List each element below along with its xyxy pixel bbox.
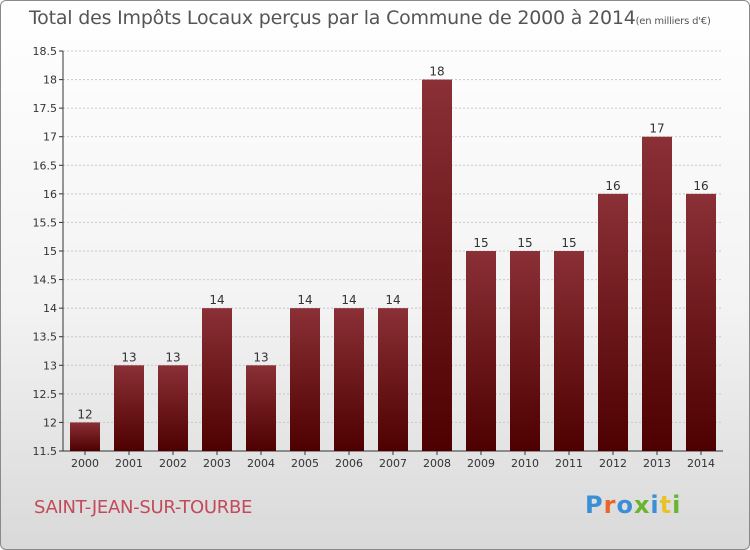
- x-tick-label-2006: 2006: [335, 457, 363, 470]
- y-tick-label: 17.5: [33, 102, 58, 115]
- x-tick-label-2002: 2002: [159, 457, 187, 470]
- y-tick-label: 18: [43, 74, 57, 87]
- x-tick-label-2007: 2007: [379, 457, 407, 470]
- data-label-2002: 13: [165, 350, 180, 364]
- y-tick-label: 12.5: [33, 388, 58, 401]
- x-tick-label-2003: 2003: [203, 457, 231, 470]
- x-tick-label-2009: 2009: [467, 457, 495, 470]
- x-tick-label-2014: 2014: [687, 457, 715, 470]
- bar-2007: [378, 308, 408, 451]
- x-tick-label-2001: 2001: [115, 457, 143, 470]
- data-label-2006: 14: [341, 293, 356, 307]
- data-label-2008: 18: [429, 65, 444, 79]
- logo-letter: x: [633, 491, 651, 519]
- proxiti-logo: Proxiti: [585, 491, 681, 519]
- x-tick-label-2004: 2004: [247, 457, 275, 470]
- y-tick-label: 16.5: [33, 159, 58, 172]
- bar-2014: [686, 193, 716, 451]
- bar-2006: [334, 308, 364, 451]
- x-tick-label-2000: 2000: [71, 457, 99, 470]
- y-tick-label: 14.5: [33, 274, 58, 287]
- x-tick-label-2011: 2011: [555, 457, 583, 470]
- y-tick-label: 17: [43, 131, 57, 144]
- bar-2010: [510, 251, 540, 451]
- data-label-2005: 14: [297, 293, 312, 307]
- y-tick-label: 15.5: [33, 216, 58, 229]
- y-tick-label: 13: [43, 359, 57, 372]
- data-label-2013: 17: [649, 122, 664, 136]
- y-tick-label: 16: [43, 188, 57, 201]
- y-tick-label: 12: [43, 416, 57, 429]
- logo-letter: P: [585, 491, 604, 519]
- data-label-2007: 14: [385, 293, 400, 307]
- chart-title: Total des Impôts Locaux perçus par la Co…: [29, 7, 711, 29]
- logo-letter: i: [672, 491, 682, 519]
- logo-letter: r: [603, 491, 617, 519]
- logo-letter: o: [616, 491, 634, 519]
- commune-name: SAINT-JEAN-SUR-TOURBE: [34, 497, 253, 518]
- data-label-2012: 16: [605, 179, 620, 193]
- x-tick-label-2008: 2008: [423, 457, 451, 470]
- bar-2008: [422, 79, 452, 452]
- data-label-2014: 16: [693, 179, 708, 193]
- y-tick-label: 15: [43, 245, 57, 258]
- data-label-2010: 15: [517, 236, 532, 250]
- x-tick-label-2012: 2012: [599, 457, 627, 470]
- data-label-2000: 12: [77, 407, 92, 421]
- data-label-2001: 13: [121, 350, 136, 364]
- bar-2005: [290, 308, 320, 451]
- bar-2000: [70, 422, 100, 451]
- data-label-2004: 13: [253, 350, 268, 364]
- chart-title-text: Total des Impôts Locaux perçus par la Co…: [29, 7, 636, 29]
- y-tick-label: 11.5: [33, 445, 58, 458]
- bar-2004: [246, 365, 276, 451]
- bar-2003: [202, 308, 232, 451]
- x-tick-label-2013: 2013: [643, 457, 671, 470]
- bar-2009: [466, 251, 496, 451]
- x-tick-label-2005: 2005: [291, 457, 319, 470]
- x-tick-label-2010: 2010: [511, 457, 539, 470]
- y-tick-label: 18.5: [33, 45, 58, 58]
- logo-letter: i: [650, 491, 660, 519]
- y-tick-label: 13.5: [33, 331, 58, 344]
- bar-2002: [158, 365, 188, 451]
- data-label-2009: 15: [473, 236, 488, 250]
- bar-2012: [598, 193, 628, 451]
- chart-unit-label: (en milliers d'€): [635, 16, 711, 27]
- y-tick-label: 14: [43, 302, 57, 315]
- bar-2011: [554, 251, 584, 451]
- data-label-2011: 15: [561, 236, 576, 250]
- data-label-2003: 14: [209, 293, 224, 307]
- logo-letter: t: [659, 491, 673, 519]
- bar-2001: [114, 365, 144, 451]
- bar-2013: [642, 136, 672, 451]
